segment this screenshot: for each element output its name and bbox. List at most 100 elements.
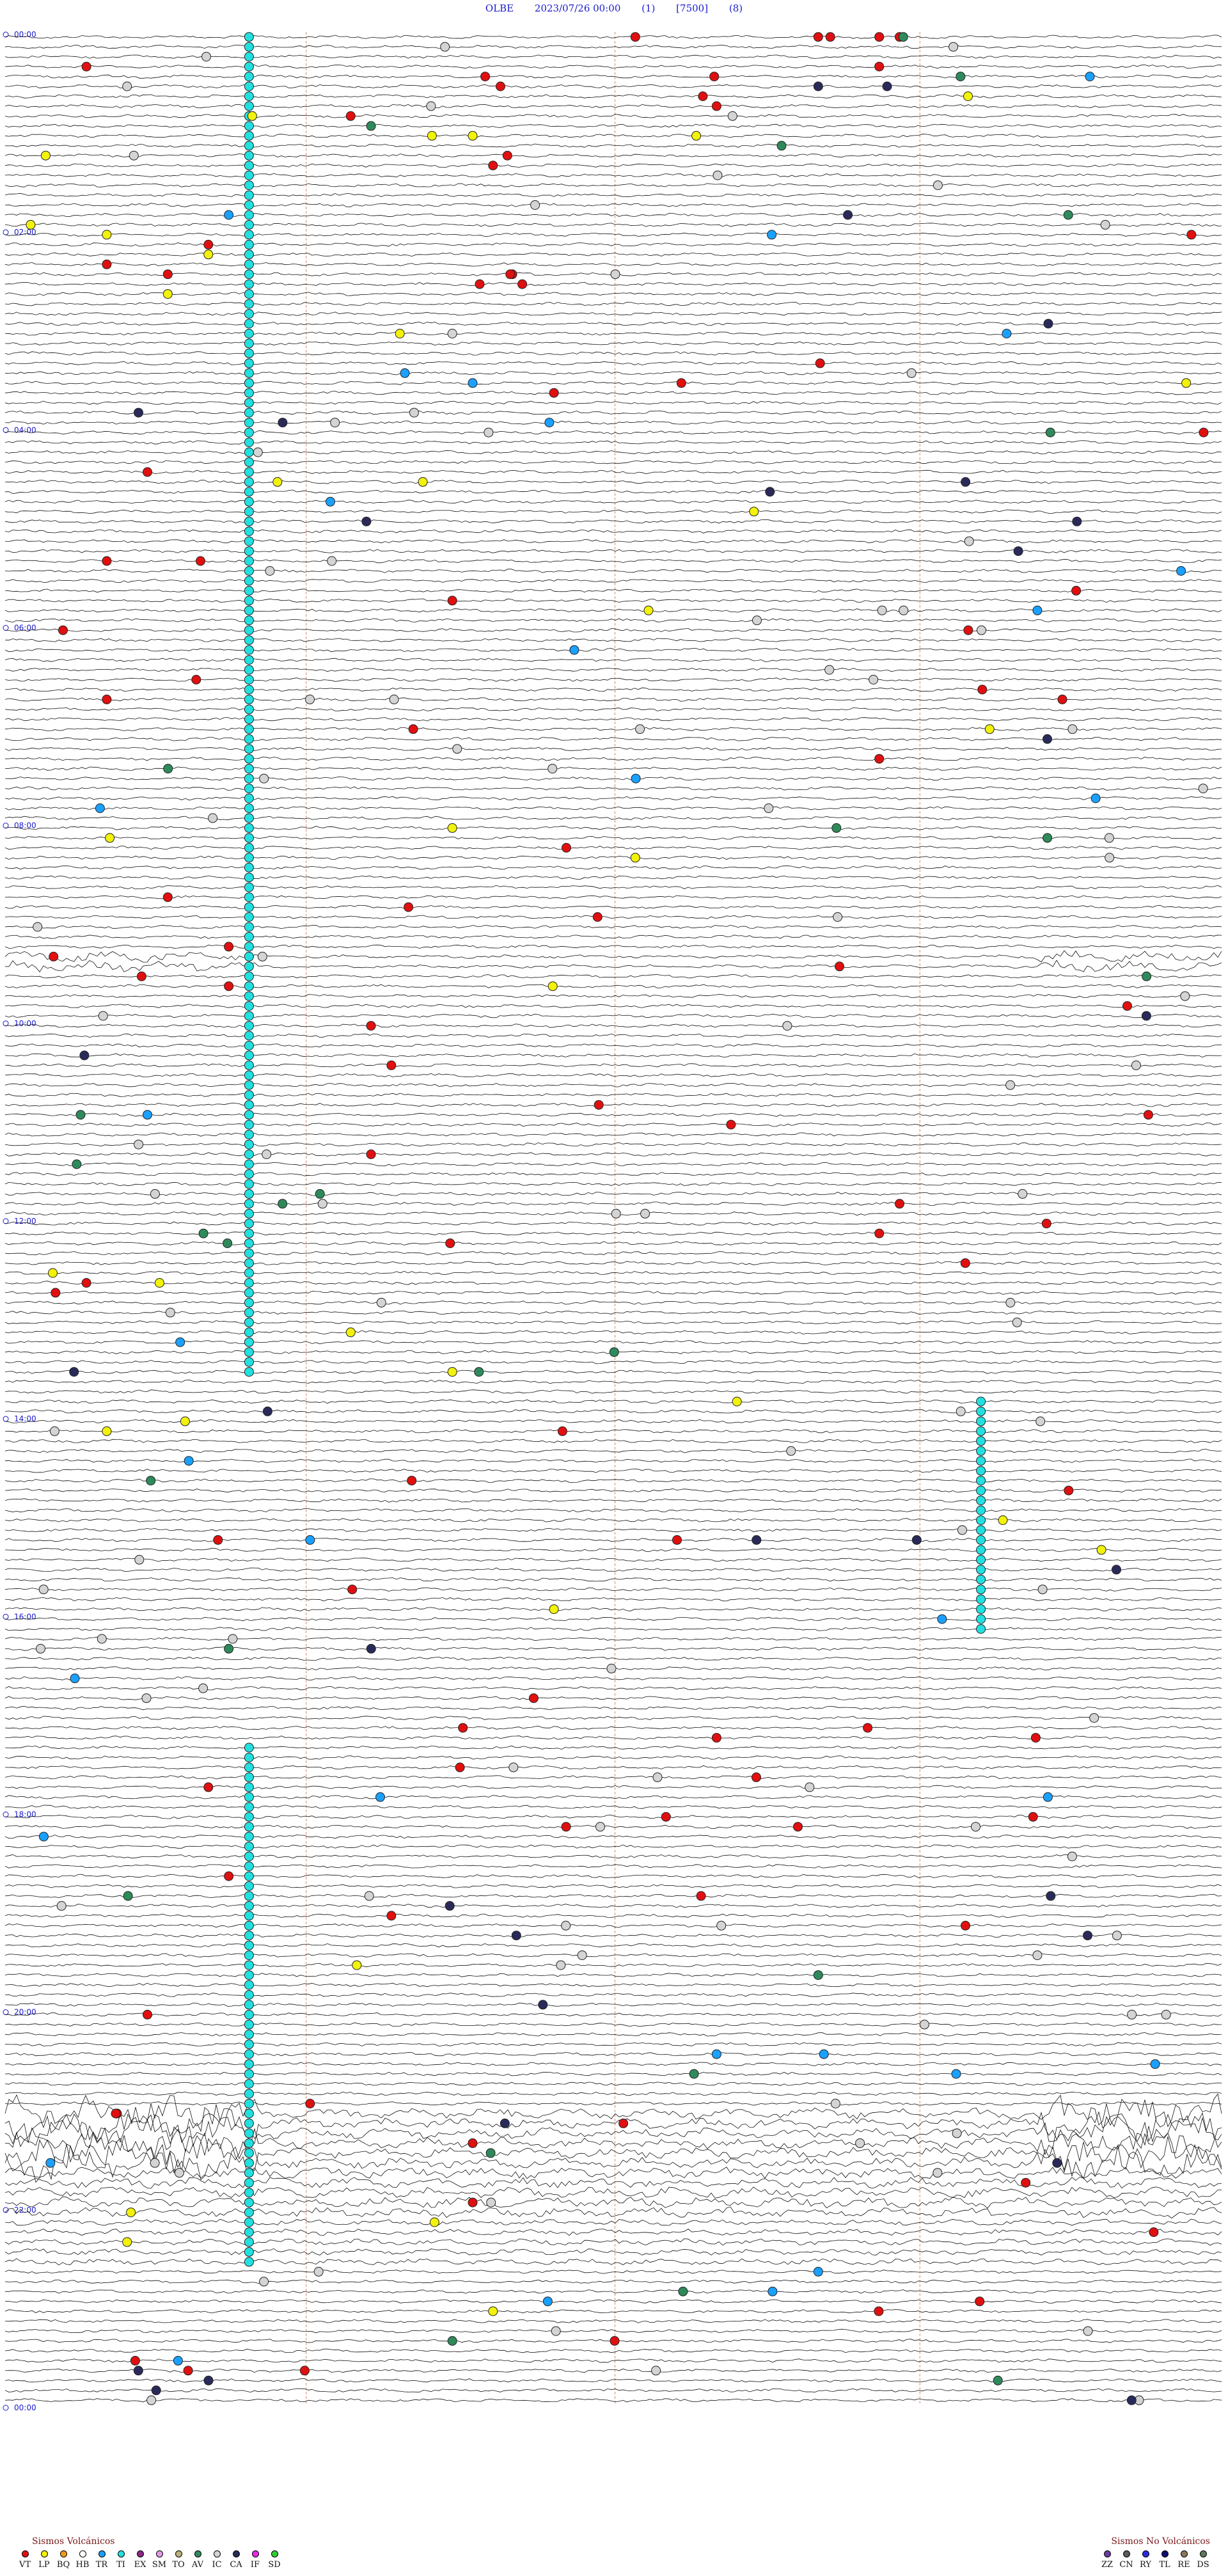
legend-swatch [1103, 2550, 1111, 2557]
event-marker-ti [244, 1021, 254, 1031]
legend-item-if: IF [246, 2550, 265, 2570]
event-marker-lp [1181, 378, 1192, 388]
trace-line [4, 1310, 1222, 1315]
trace-line [4, 786, 1222, 791]
event-marker-ic [253, 447, 263, 457]
event-marker-ti [244, 971, 254, 981]
event-marker-ti [244, 704, 254, 715]
event-marker-ic [508, 1762, 519, 1773]
event-marker-ca [445, 1900, 455, 1911]
event-marker-tr [1002, 329, 1012, 338]
event-marker-ca [1052, 2158, 1062, 2168]
event-marker-ic [122, 81, 132, 91]
hour-label-marker [3, 229, 9, 235]
event-marker-ic [556, 1960, 566, 1970]
legend-swatch [213, 2550, 221, 2557]
trace-line [4, 321, 1222, 326]
trace-line [4, 727, 1222, 732]
trace-line [4, 2177, 1222, 2189]
trace-line [4, 2114, 1222, 2153]
event-marker-vt [561, 1822, 571, 1832]
trace-line [4, 1785, 1222, 1790]
event-marker-ti [244, 2217, 254, 2227]
event-marker-ti [244, 2158, 254, 2168]
hour-label-marker [3, 2207, 9, 2213]
event-marker-ti [976, 1554, 986, 1565]
event-marker-ic [484, 427, 494, 438]
trace-line [4, 2348, 1222, 2353]
event-marker-tr [175, 1337, 185, 1347]
trace-line [4, 796, 1222, 801]
trace-line [4, 687, 1222, 692]
event-marker-av [1063, 210, 1073, 220]
event-marker-ic [561, 1920, 571, 1931]
event-marker-lp [105, 833, 115, 843]
event-marker-ic [36, 1643, 45, 1654]
trace-line [4, 35, 1222, 39]
event-marker-av [678, 2286, 688, 2296]
trace-line [4, 64, 1222, 69]
event-marker-ti [244, 526, 254, 537]
trace-line [4, 529, 1222, 533]
event-marker-ti [244, 42, 254, 52]
hour-label-marker [3, 2405, 9, 2411]
legend-swatch [40, 2550, 48, 2557]
event-marker-vt [81, 61, 91, 72]
event-marker-vt [874, 754, 885, 764]
event-marker-ic [610, 269, 620, 280]
trace-line [4, 94, 1222, 99]
event-marker-ti [244, 170, 254, 180]
trace-line [4, 974, 1222, 979]
event-marker-ic [440, 42, 450, 52]
event-marker-ti [976, 1545, 986, 1555]
event-marker-vt [408, 724, 418, 734]
event-marker-ic [1198, 784, 1208, 794]
trace-line [4, 84, 1222, 89]
event-marker-ic [956, 1406, 966, 1416]
trace-line [4, 1112, 1222, 1117]
event-marker-vt [386, 1060, 397, 1070]
trace-line [4, 1004, 1222, 1008]
event-marker-ti [976, 1436, 986, 1446]
legend-item-ry: RY [1136, 2550, 1155, 2570]
event-marker-vt [224, 942, 234, 952]
event-marker-ic [174, 2168, 184, 2178]
event-marker-vt [1143, 1110, 1153, 1120]
event-marker-av [474, 1367, 484, 1377]
trace-line [4, 1053, 1222, 1058]
event-marker-ic [208, 813, 218, 823]
event-marker-ic [964, 536, 974, 546]
trace-line [4, 1775, 1222, 1780]
trace-line [4, 1478, 1222, 1483]
event-marker-ca [151, 2385, 161, 2396]
trace-line [4, 1854, 1222, 1859]
legend-code: CA [230, 2560, 242, 2570]
trace-line [4, 2398, 1222, 2403]
trace-line [4, 1458, 1222, 1463]
hour-label: 04:00 [14, 425, 36, 434]
trace-line [4, 1547, 1222, 1552]
event-marker-vt [496, 81, 505, 91]
event-marker-ti [244, 853, 254, 863]
event-marker-ti [244, 1980, 254, 1990]
trace-line [4, 2319, 1222, 2323]
hour-label: 08:00 [14, 821, 36, 830]
trace-line [4, 134, 1222, 138]
event-marker-ti [976, 1525, 986, 1535]
event-marker-ti [244, 348, 254, 358]
trace-line [4, 1538, 1222, 1542]
legend-item-ds: DS [1193, 2550, 1213, 2570]
legend-swatch [1199, 2550, 1207, 2557]
event-marker-ti [244, 2009, 254, 2019]
event-marker-ic [606, 1663, 617, 1673]
event-marker-ti [244, 1179, 254, 1189]
trace-line [4, 2359, 1222, 2363]
event-marker-lp [272, 477, 283, 487]
event-marker-lp [48, 1268, 58, 1278]
trace-line [4, 905, 1222, 910]
trace-line [4, 341, 1222, 346]
event-marker-ti [244, 2019, 254, 2030]
event-marker-tr [184, 1456, 194, 1466]
event-marker-vt [592, 912, 602, 922]
event-marker-ca [961, 477, 971, 487]
